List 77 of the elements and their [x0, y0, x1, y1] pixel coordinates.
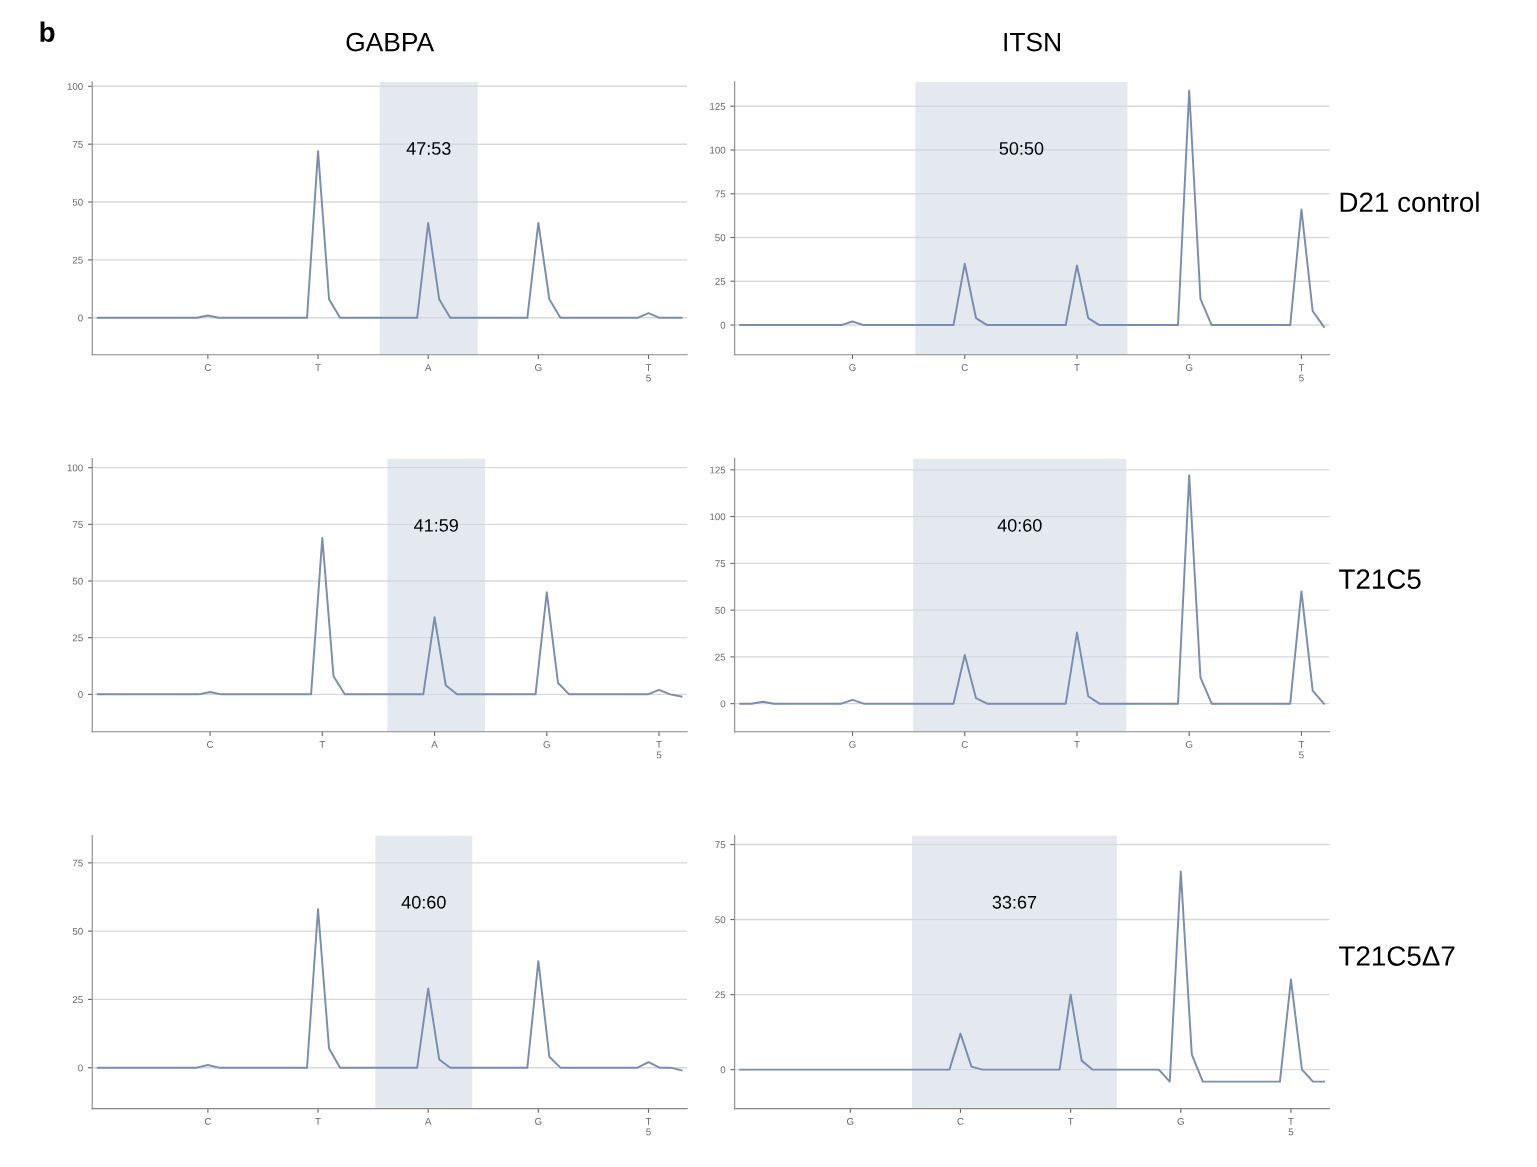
- x-tick-label: G: [543, 741, 550, 748]
- x-tick-label: T 5: [1298, 741, 1305, 759]
- y-tick-label: 25: [715, 278, 726, 285]
- y-tick-label: 100: [67, 464, 83, 472]
- line-series: [96, 536, 683, 698]
- chart-title: GABPA: [346, 32, 435, 52]
- y-tick-label: 75: [72, 859, 83, 867]
- x-tick-label: T 5: [1298, 364, 1305, 382]
- line-series: [96, 908, 683, 1072]
- y-tick-label: 100: [67, 83, 83, 90]
- x-tick-label: C: [961, 741, 968, 748]
- x-tick-label: T: [1074, 741, 1080, 748]
- x-tick-label: C: [204, 364, 212, 371]
- x-tick-label: G: [1177, 1117, 1184, 1125]
- x-tick-label: T: [1067, 1118, 1074, 1125]
- line-series: [739, 474, 1325, 705]
- x-tick-label: G: [849, 741, 856, 748]
- x-tick-label: T 5: [645, 1118, 652, 1136]
- annotation: 40:60: [997, 518, 1042, 532]
- y-tick-label: 25: [72, 256, 83, 264]
- y-tick-label: 0: [78, 314, 83, 322]
- x-tick-label: G: [847, 1117, 854, 1125]
- y-tick-label: 50: [715, 606, 726, 614]
- y-tick-label: 50: [72, 577, 83, 585]
- y-tick-label: 75: [72, 141, 83, 148]
- annotation: 40:60: [401, 895, 446, 909]
- y-tick-label: 125: [710, 466, 726, 474]
- chart-title: ITSN: [1004, 32, 1060, 52]
- y-tick-label: 0: [78, 691, 83, 698]
- annotation: 47:53: [406, 142, 451, 155]
- x-tick-label: T 5: [656, 741, 662, 759]
- y-tick-label: 100: [710, 146, 726, 154]
- x-tick-label: A: [424, 1118, 432, 1125]
- y-tick-label: 0: [720, 321, 726, 329]
- y-tick-label: 75: [715, 560, 726, 567]
- y-tick-label: 0: [720, 1066, 726, 1074]
- x-tick-label: G: [535, 364, 542, 371]
- text: D21 control: [1340, 191, 1479, 213]
- y-tick-label: 50: [715, 916, 726, 924]
- annotation: 41:59: [414, 518, 458, 532]
- x-tick-label: G: [1185, 364, 1193, 371]
- x-tick-label: G: [1185, 741, 1193, 748]
- x-tick-label: C: [957, 1117, 964, 1125]
- text: T21C5Δ7: [1339, 946, 1455, 966]
- x-tick-label: T 5: [1288, 1118, 1294, 1136]
- y-tick-label: 75: [715, 841, 726, 849]
- x-tick-label: C: [961, 364, 968, 371]
- x-tick-label: G: [849, 364, 856, 371]
- y-tick-label: 50: [72, 198, 83, 206]
- x-tick-label: G: [535, 1117, 542, 1125]
- y-tick-label: 50: [72, 927, 83, 935]
- y-tick-label: 25: [715, 653, 726, 661]
- x-tick-label: C: [207, 741, 214, 748]
- x-tick-label: T: [315, 364, 321, 371]
- x-tick-label: T: [315, 1118, 321, 1125]
- y-tick-label: 125: [710, 102, 726, 110]
- y-tick-label: 50: [715, 234, 726, 242]
- y-tick-label: 0: [720, 700, 726, 708]
- y-tick-label: 75: [72, 521, 83, 528]
- line-series: [739, 89, 1325, 328]
- y-tick-label: 25: [715, 991, 726, 999]
- x-tick-label: T: [319, 741, 326, 748]
- y-tick-label: 25: [72, 634, 83, 642]
- y-tick-label: 0: [78, 1064, 83, 1072]
- x-tick-label: T: [1074, 364, 1080, 371]
- x-tick-label: A: [424, 364, 432, 371]
- text: b: [40, 21, 55, 43]
- x-tick-label: A: [431, 741, 438, 748]
- annotation: 33:67: [992, 895, 1037, 909]
- y-tick-label: 100: [710, 513, 726, 521]
- annotation: 50:50: [999, 142, 1044, 155]
- x-tick-label: T 5: [645, 364, 652, 382]
- text: T21C5: [1339, 569, 1421, 589]
- x-tick-label: C: [204, 1117, 212, 1125]
- line-series: [739, 870, 1325, 1083]
- y-tick-label: 25: [72, 996, 83, 1004]
- y-tick-label: 75: [715, 190, 726, 198]
